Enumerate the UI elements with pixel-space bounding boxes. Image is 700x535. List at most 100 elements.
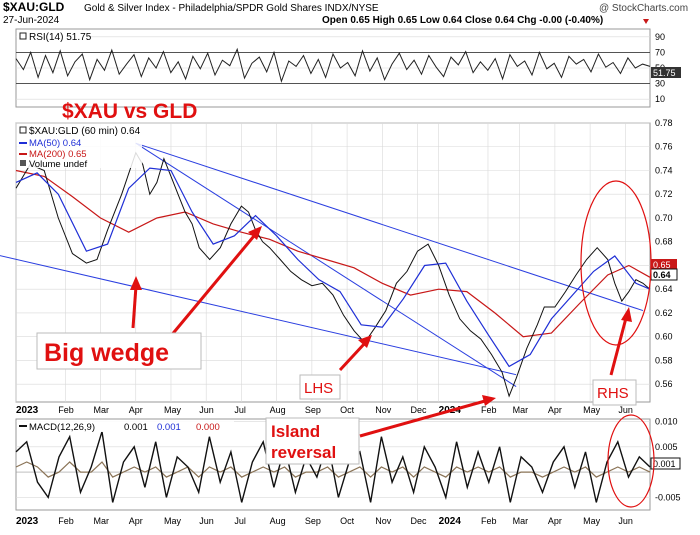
arrowhead-icon: [358, 335, 372, 348]
rsi-last-value: 51.75: [653, 68, 676, 78]
ma50-line: [15, 167, 651, 368]
x-tick-label: Jun: [199, 516, 214, 526]
price-tick-label: 0.76: [655, 142, 673, 152]
macd-legend-bg: [17, 420, 234, 432]
price-line: [15, 151, 651, 398]
price-tick-labels: 0.560.580.600.620.640.660.680.700.720.74…: [655, 118, 673, 389]
x-tick-label: Mar: [513, 405, 529, 415]
volume-legend: Volume undef: [29, 159, 87, 170]
rhs-box: [592, 379, 637, 406]
down-arrow-icon: [643, 19, 649, 24]
header-quote: Open 0.65 High 0.65 Low 0.64 Close 0.64 …: [322, 15, 603, 26]
price-tick-label: 0.72: [655, 189, 673, 199]
x-tick-label: Jul: [234, 516, 246, 526]
macd-tick-label: 0.005: [655, 442, 678, 452]
island-box: [265, 417, 360, 465]
x-tick-label: Sep: [305, 405, 321, 415]
x-tick-label: Apr: [548, 405, 562, 415]
x-tick-label: Jul: [234, 405, 246, 415]
price-tick-label: 0.62: [655, 308, 673, 318]
rsi-panel: 1030507090 RSI(14) 51.75 51.75: [15, 28, 681, 108]
rsi-tick-label: 90: [655, 32, 665, 42]
x-tick-label: Apr: [129, 516, 143, 526]
macd-x-axis: 2023 Feb Mar Apr May Jun Jul Aug Sep Oct Nov Dec 202…: [16, 516, 633, 527]
lhs-box: [299, 374, 341, 400]
x-tick-label: Apr: [129, 405, 143, 415]
price-tick-label: 0.78: [655, 118, 673, 128]
volume-swatch-icon: [20, 160, 26, 166]
x-tick-label: Nov: [375, 516, 392, 526]
legend-swatch-icon: [19, 32, 27, 40]
x-tick-label: Feb: [58, 405, 74, 415]
x-tick-label: Jun: [199, 405, 214, 415]
price-legend: $XAU:GLD (60 min) 0.64: [29, 126, 141, 137]
macd-line: [15, 431, 651, 503]
x-tick-label: Sep: [305, 516, 321, 526]
macd-last-value: 0.001: [653, 459, 676, 469]
rsi-tick-label: 10: [655, 94, 665, 104]
ma200-last-tag: [651, 259, 677, 270]
annotation-island-1: Island: [271, 422, 320, 441]
x-tick-label: Dec: [411, 405, 428, 415]
price-tick-label: 0.56: [655, 379, 673, 389]
x-tick-label: 2024: [439, 516, 462, 527]
rsi-grid: [16, 36, 650, 100]
legend-swatch-icon: [19, 126, 27, 134]
rsi-tick-label: 70: [655, 47, 665, 57]
macd-tick-labels: -0.005 0.005 0.010: [655, 417, 681, 503]
price-tick-label: 0.64: [655, 284, 673, 294]
annotation-big-wedge: Big wedge: [44, 339, 169, 367]
macd-last-tag: [650, 457, 681, 470]
macd-ellipse: [607, 414, 655, 508]
x-tick-label: 2023: [16, 405, 39, 416]
price-tick-label: 0.70: [655, 213, 673, 223]
header-name: Gold & Silver Index - Philadelphia/SPDR …: [84, 3, 379, 14]
x-tick-label: May: [583, 405, 601, 415]
macd-tick-label: -0.005: [655, 492, 681, 502]
x-tick-label: Aug: [270, 516, 286, 526]
x-tick-label: Mar: [94, 516, 110, 526]
x-tick-label: Aug: [270, 405, 286, 415]
x-tick-label: Dec: [411, 516, 428, 526]
price-tick-label: 0.58: [655, 355, 673, 365]
x-tick-label: Oct: [340, 516, 355, 526]
ma200-line: [15, 169, 651, 338]
x-tick-label: Nov: [375, 405, 392, 415]
x-tick-label: 2023: [16, 516, 39, 527]
rsi-line: [15, 47, 651, 83]
price-x-axis: 2023FebMarAprMayJunJulAugSepOctNovDec202…: [16, 405, 633, 416]
macd-value-3: 0.000: [196, 422, 220, 433]
wedge-trendline: [0, 255, 517, 376]
arrow-wedge-low: [131, 285, 138, 329]
x-tick-label: Feb: [481, 405, 497, 415]
x-tick-label: Apr: [548, 516, 562, 526]
ma200-last-value: 0.65: [653, 260, 671, 270]
arrowhead-icon: [621, 307, 632, 322]
price-legend-bg: [17, 124, 142, 168]
arrowhead-icon: [482, 395, 496, 406]
annotation-rhs: RHS: [597, 385, 629, 402]
big-wedge-box: [36, 332, 202, 370]
wedge-trendlines: [0, 142, 644, 387]
arrow-wedge-high: [168, 235, 256, 338]
annotation-lhs: LHS: [304, 380, 333, 397]
x-tick-label: May: [583, 516, 601, 526]
arrow-rhs: [609, 317, 628, 376]
macd-tick-label: 0.010: [655, 417, 678, 427]
price-tick-label: 0.68: [655, 237, 673, 247]
rhs-ellipse: [580, 180, 652, 346]
arrowhead-icon: [130, 276, 142, 290]
arrow-lhs: [338, 341, 367, 372]
price-tick-label: 0.74: [655, 165, 673, 175]
rsi-tick-label: 30: [655, 79, 665, 89]
wedge-trendline: [135, 142, 644, 312]
x-tick-label: Feb: [481, 516, 497, 526]
header-date: 27-Jun-2024: [3, 15, 60, 26]
price-tick-label: 0.60: [655, 332, 673, 342]
ma50-legend: MA(50) 0.64: [29, 138, 81, 149]
watermark: @ StockCharts.com: [599, 3, 688, 14]
ma200-legend: MA(200) 0.65: [29, 149, 87, 160]
x-tick-label: Mar: [513, 516, 529, 526]
